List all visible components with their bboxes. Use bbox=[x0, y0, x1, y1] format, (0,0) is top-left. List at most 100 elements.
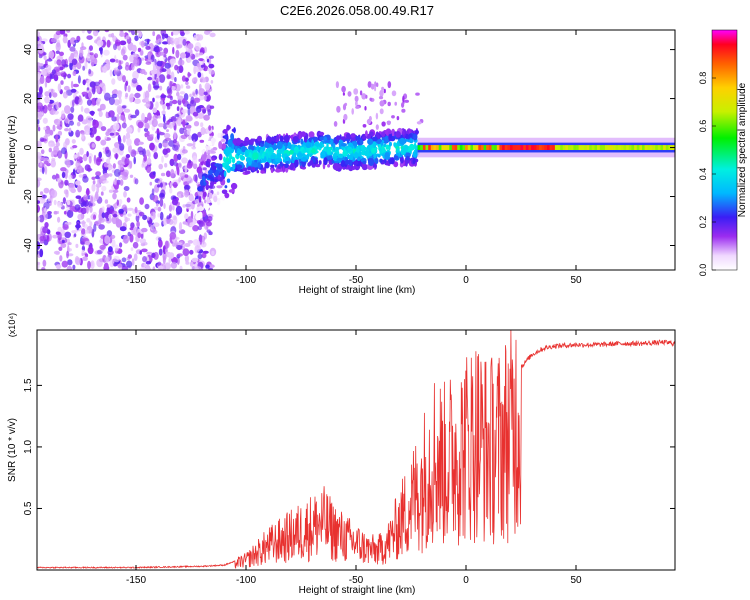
spectrogram-cell bbox=[113, 122, 120, 131]
spectrogram-cell bbox=[166, 218, 171, 223]
spectrogram-cell bbox=[393, 155, 399, 160]
spectrogram-marks bbox=[37, 30, 675, 270]
spectrogram-cell bbox=[251, 166, 256, 172]
spectrogram-cell bbox=[159, 192, 165, 198]
spectrogram-cell bbox=[402, 130, 405, 136]
spectrogram-cell bbox=[275, 136, 279, 141]
spectrogram-cell bbox=[127, 213, 132, 217]
spectrogram-cell bbox=[533, 145, 537, 150]
spectrogram-cell bbox=[55, 50, 60, 54]
snr-x-label: Height of straight line (km) bbox=[299, 585, 416, 596]
spectrogram-cell bbox=[106, 39, 111, 48]
spectrogram-cell bbox=[67, 113, 74, 120]
spectrogram-cell bbox=[101, 206, 105, 212]
colorbar-label: Normalized spectral amplitude bbox=[737, 82, 748, 217]
spectrogram-cell bbox=[126, 260, 133, 268]
spectrogram-cell bbox=[104, 30, 110, 33]
spectrogram-cell bbox=[591, 145, 595, 150]
spectrogram-cell bbox=[226, 178, 231, 183]
spectrogram-cell bbox=[95, 175, 100, 180]
spectrogram-cell bbox=[157, 239, 163, 248]
spectrogram-cell bbox=[53, 145, 59, 153]
spectrogram-cell bbox=[177, 59, 185, 66]
spectrogram-cell bbox=[647, 145, 651, 150]
spectrogram-cell bbox=[507, 145, 511, 150]
spectrogram-cell bbox=[132, 241, 139, 249]
snr-x-tick-label: 0 bbox=[463, 575, 469, 586]
spectrogram-cell bbox=[161, 155, 164, 163]
spectrogram-cell bbox=[163, 47, 169, 54]
spectrogram-cell bbox=[130, 247, 134, 252]
spectrogram-cell bbox=[198, 158, 202, 162]
spectrogram-cell bbox=[334, 146, 340, 152]
spectrogram-cell bbox=[82, 219, 85, 228]
spectrogram-cell bbox=[143, 127, 149, 132]
spectrogram-cell bbox=[470, 145, 474, 150]
spectrogram-cell bbox=[96, 85, 101, 94]
spectrogram-cell bbox=[181, 109, 188, 114]
spectrogram-cell bbox=[58, 246, 63, 251]
spectrogram-cell bbox=[372, 136, 378, 142]
spectrogram-cell bbox=[210, 80, 214, 84]
spectrogram-cell bbox=[168, 257, 171, 264]
spectrogram-cell bbox=[79, 147, 84, 155]
spectrogram-cell bbox=[118, 59, 122, 69]
spectrogram-cell bbox=[77, 75, 81, 84]
spectrogram-cell bbox=[665, 145, 669, 150]
spectrogram-cell bbox=[179, 30, 185, 35]
spectrogram-cell bbox=[179, 172, 186, 178]
spectrogram-cell bbox=[179, 265, 183, 270]
spectrogram-cell bbox=[38, 214, 45, 223]
spectrogram-cell bbox=[66, 250, 69, 259]
spectrogram-cell bbox=[228, 155, 233, 160]
spectrogram-cell bbox=[113, 255, 120, 263]
spectrogram-cell bbox=[162, 41, 169, 45]
spectrogram-cell bbox=[132, 59, 138, 64]
spectrogram-cell bbox=[336, 105, 341, 113]
spectrogram-cell bbox=[162, 122, 168, 130]
spectrogram-cell bbox=[53, 118, 61, 126]
spectrogram-cell bbox=[236, 164, 243, 170]
spectrogram-cell bbox=[89, 81, 96, 88]
spectrogram-cell bbox=[185, 81, 189, 85]
spectrogram-cell bbox=[88, 156, 92, 164]
spectrogram-cell bbox=[391, 115, 395, 119]
spectrogram-cell bbox=[109, 132, 115, 136]
spectrogram-cell bbox=[41, 166, 45, 175]
spectrogram-cell bbox=[166, 129, 169, 133]
spectrogram-cell bbox=[573, 145, 577, 150]
spectrogram-cell bbox=[192, 225, 199, 232]
spectrogram-cell bbox=[98, 151, 102, 159]
spectrogram-cell bbox=[205, 56, 209, 60]
spectrogram-cell bbox=[373, 152, 377, 160]
spectrogram-cell bbox=[132, 52, 137, 57]
spectrogram-cell bbox=[53, 210, 58, 215]
spectrogram-cell bbox=[74, 167, 78, 171]
spectrogram-cell bbox=[86, 188, 90, 196]
spectrogram-cell bbox=[152, 266, 156, 270]
spectrogram-cell bbox=[100, 139, 107, 146]
spectrogram-cell bbox=[139, 50, 144, 56]
spectrogram-x-tick-label: 50 bbox=[570, 275, 582, 286]
spectrogram-cell bbox=[157, 261, 162, 267]
spectrogram-cell bbox=[473, 145, 476, 150]
spectrogram-cell bbox=[57, 201, 63, 208]
spectrogram-cell bbox=[224, 185, 228, 189]
spectrogram-cell bbox=[91, 86, 96, 95]
spectrogram-cell bbox=[211, 157, 216, 161]
spectrogram-cell bbox=[399, 137, 406, 145]
spectrogram-cell bbox=[166, 120, 170, 125]
spectrogram-cell bbox=[350, 133, 356, 138]
spectrogram-cell bbox=[184, 189, 189, 198]
spectrogram-cell bbox=[386, 120, 391, 126]
spectrogram-cell bbox=[224, 165, 230, 170]
spectrogram-cell bbox=[44, 80, 48, 88]
snr-series bbox=[37, 330, 675, 570]
spectrogram-cell bbox=[236, 137, 241, 144]
spectrogram-cell bbox=[89, 45, 93, 51]
spectrogram-cell bbox=[351, 108, 355, 115]
spectrogram-cell bbox=[67, 39, 71, 49]
spectrogram-cell bbox=[188, 195, 195, 202]
spectrogram-cell bbox=[396, 147, 400, 153]
spectrogram-cell bbox=[198, 58, 204, 62]
